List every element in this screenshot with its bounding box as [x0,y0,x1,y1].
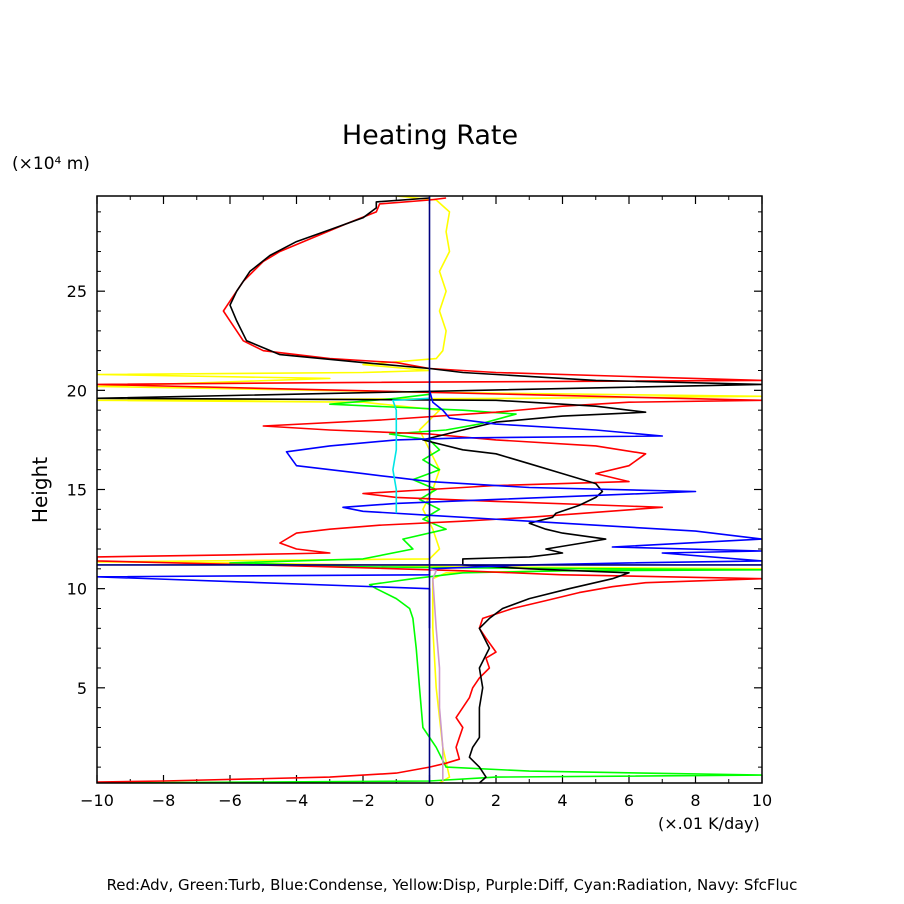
y-axis-label: Height [28,456,52,524]
series-line-6 [429,568,444,781]
series-line-2 [97,197,762,783]
plot-frame [96,195,763,784]
x-tick-label: 10 [752,791,772,810]
y-axis-unit: (×10⁴ m) [12,154,90,174]
x-tick-label: 4 [557,791,567,810]
legend-text: Red:Adv, Green:Turb, Blue:Condense, Yell… [106,876,798,894]
y-tick-label: 25 [67,282,87,301]
series-line-3 [97,197,762,783]
tick-labels: −10 −8 −6 −4 −2 0 2 4 6 8 10 5 10 15 20 25 [67,282,773,810]
x-tick-label: 6 [624,791,634,810]
x-tick-label: −2 [351,791,375,810]
y-tick-label: 15 [67,481,87,500]
y-tick-label: 5 [77,679,87,698]
x-tick-label: 0 [424,791,434,810]
x-tick-label: 8 [690,791,700,810]
x-tick-label: −6 [218,791,242,810]
x-tick-label: −8 [152,791,176,810]
series-line-5 [392,397,430,514]
y-tick-label: 20 [67,381,87,400]
x-tick-label: −4 [285,791,309,810]
y-tick-label: 10 [67,580,87,599]
chart-title: Heating Rate [341,120,519,151]
series-lines [97,196,762,783]
x-axis-unit: (×.01 K/day) [658,814,760,833]
x-tick-label: −10 [80,791,114,810]
x-tick-label: 2 [491,791,501,810]
